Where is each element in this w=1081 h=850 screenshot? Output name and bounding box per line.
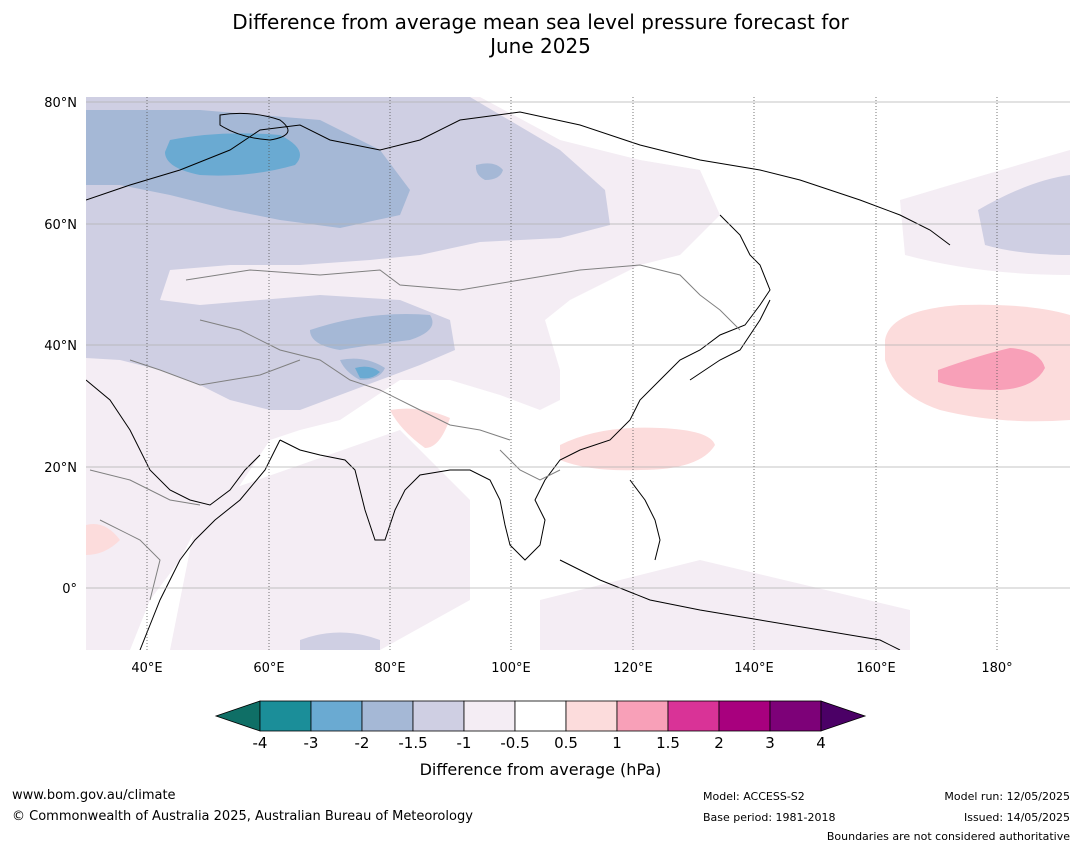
colorbar-ticks: -4 -3 -2 -1.5 -1 -0.5 0.5 1 1.5 2 3 4	[253, 734, 826, 752]
lat-label-40n: 40°N	[44, 339, 77, 354]
colorbar-swatch	[667, 700, 720, 732]
boundaries-note: Boundaries are not considered authoritat…	[826, 830, 1070, 843]
colorbar: -4 -3 -2 -1.5 -1 -0.5 0.5 1 1.5 2 3 4	[214, 700, 867, 752]
lat-label-equator: 0°	[62, 582, 77, 597]
lon-label-180: 180°	[981, 661, 1012, 676]
lon-label-60e: 60°E	[253, 661, 284, 676]
colorbar-swatches	[214, 700, 867, 732]
colorbar-swatch	[514, 700, 567, 732]
colorbar-tick-label: -1	[457, 734, 472, 752]
lat-label-20n: 20°N	[44, 461, 77, 476]
colorbar-extend-low	[214, 700, 261, 732]
colorbar-label: Difference from average (hPa)	[419, 760, 662, 779]
lon-label-100e: 100°E	[491, 661, 531, 676]
lat-label-80n: 80°N	[44, 96, 77, 111]
colorbar-tick-label: 2	[714, 734, 724, 752]
colorbar-swatch	[769, 700, 822, 732]
colorbar-tick-label: 0.5	[554, 734, 578, 752]
colorbar-swatch	[616, 700, 669, 732]
colorbar-tick-label: -0.5	[500, 734, 529, 752]
colorbar-tick-label: -4	[253, 734, 268, 752]
lon-label-80e: 80°E	[374, 661, 405, 676]
pressure-anomaly-map: 80°N 60°N 40°N 20°N 0° 40°E 60°E 80°E 10…	[44, 96, 1070, 676]
lon-label-140e: 140°E	[734, 661, 774, 676]
lon-label-120e: 120°E	[613, 661, 653, 676]
copyright-notice: © Commonwealth of Australia 2025, Austra…	[12, 809, 473, 824]
colorbar-swatch	[718, 700, 771, 732]
map-title-line1: Difference from average mean sea level p…	[232, 10, 849, 34]
colorbar-swatch	[361, 700, 414, 732]
colorbar-swatch	[463, 700, 516, 732]
meridians	[146, 97, 998, 650]
colorbar-swatch	[565, 700, 618, 732]
graticule	[86, 101, 1070, 589]
model-name: Model: ACCESS-S2	[703, 790, 805, 803]
map-title-line2: June 2025	[490, 34, 591, 58]
base-period: Base period: 1981-2018	[703, 811, 836, 824]
model-run-date: Model run: 12/05/2025	[944, 790, 1070, 803]
lat-label-60n: 60°N	[44, 218, 77, 233]
lon-label-160e: 160°E	[856, 661, 896, 676]
colorbar-extend-high	[820, 700, 867, 732]
colorbar-tick-label: 1.5	[656, 734, 680, 752]
anomaly-fill-moderate-positive	[938, 348, 1045, 390]
anomaly-fill-very-strong-negative	[165, 133, 380, 379]
colorbar-tick-label: -1.5	[398, 734, 427, 752]
colorbar-swatch	[310, 700, 363, 732]
colorbar-tick-label: -3	[304, 734, 319, 752]
lon-label-40e: 40°E	[131, 661, 162, 676]
colorbar-tick-label: -2	[355, 734, 370, 752]
colorbar-swatch	[412, 700, 465, 732]
colorbar-swatch	[259, 700, 312, 732]
colorbar-tick-label: 1	[612, 734, 622, 752]
country-borders	[89, 264, 741, 601]
colorbar-tick-label: 4	[816, 734, 826, 752]
colorbar-tick-label: 3	[765, 734, 775, 752]
coastlines	[86, 111, 951, 650]
website-link[interactable]: www.bom.gov.au/climate	[12, 788, 176, 803]
issued-date: Issued: 14/05/2025	[963, 811, 1070, 824]
